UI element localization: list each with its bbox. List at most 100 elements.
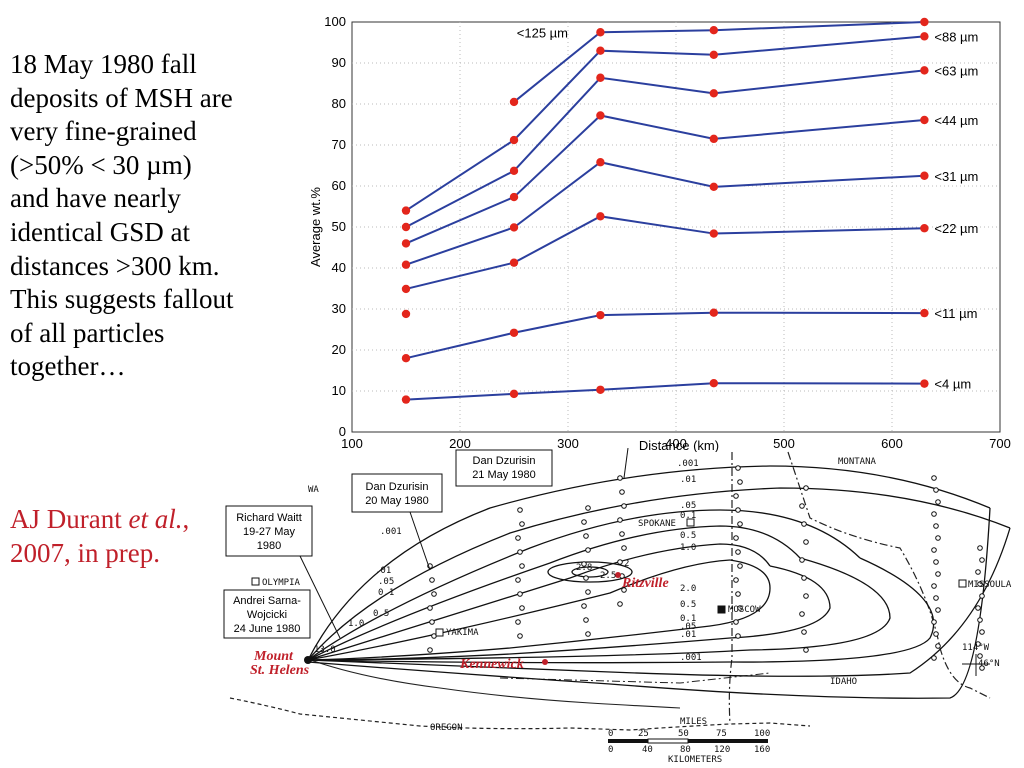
- point-11m-0: [401, 354, 411, 363]
- sample-site: [621, 545, 627, 551]
- svg-text:21 May 1980: 21 May 1980: [472, 469, 536, 481]
- sample-site: [935, 535, 941, 541]
- sample-site: [431, 591, 437, 597]
- sample-site: [617, 601, 623, 607]
- point-44m-4: [920, 115, 929, 125]
- city-mount: Mount: [253, 649, 294, 664]
- contour-east-0-1: 0.1: [680, 511, 696, 521]
- sample-site: [931, 619, 937, 625]
- point-31m-4: [920, 171, 929, 180]
- citation-et-al: et al.: [128, 504, 183, 534]
- sample-site: [519, 563, 525, 569]
- sample-site: [583, 533, 589, 539]
- city-spokane: SPOKANE: [638, 519, 676, 529]
- contour-east-001b: .001: [680, 653, 702, 663]
- contour-1-0-east: [307, 559, 771, 661]
- y-tick-0: 0: [339, 424, 346, 439]
- sample-site: [515, 619, 521, 625]
- point-4m-0: [401, 395, 411, 404]
- contour-label-2: 2: [624, 559, 629, 569]
- sample-site: [515, 535, 521, 541]
- citation-authors: AJ Durant: [10, 504, 129, 534]
- callout-waitt: Richard Waitt 19-27 May 1980: [225, 505, 341, 639]
- x-tick-600: 600: [881, 436, 903, 451]
- series-label-44m: <44 µm: [934, 113, 978, 128]
- point-63m-0: [401, 222, 411, 232]
- grain-size-chart: 100 200 300 400 500 600 700 0 10 20 30 40 50 60 70 80 90…: [308, 14, 1011, 452]
- sample-site: [517, 549, 523, 555]
- x-tick-700: 700: [989, 436, 1011, 451]
- contour-label-0-5: 0.5: [373, 609, 389, 619]
- contour-05-east: [307, 557, 935, 664]
- x-tick-200: 200: [449, 436, 471, 451]
- sample-site: [977, 545, 983, 551]
- sample-site: [935, 643, 941, 649]
- city-ritzville: Ritzville: [621, 576, 669, 591]
- point-11m-3: [709, 308, 718, 317]
- sample-site: [737, 479, 743, 485]
- sample-site: [977, 617, 983, 623]
- sample-site: [617, 475, 623, 481]
- contour-east-01: .01: [680, 475, 696, 485]
- svg-text:20 May 1980: 20 May 1980: [365, 495, 429, 507]
- series-lines: [401, 17, 929, 404]
- sample-site: [581, 603, 587, 609]
- tick-labels: 100 200 300 400 500 600 700 0 10 20 30 40 50 60 70 80 90…: [324, 14, 1011, 451]
- sample-site: [975, 641, 981, 647]
- sample-site: [583, 617, 589, 623]
- sample-site: [933, 559, 939, 565]
- contour-east-2-0: 2.0: [680, 584, 696, 594]
- contour-label-2-8: 2.8: [576, 563, 592, 573]
- point-125m-1: [596, 28, 605, 37]
- state-idaho: IDAHO: [830, 677, 857, 687]
- svg-text:Dan Dzurisin: Dan Dzurisin: [473, 455, 536, 467]
- city-yakima: YAKIMA: [446, 628, 479, 638]
- series-label-63m: <63 µm: [934, 63, 978, 78]
- contour-label-001: .001: [380, 527, 402, 537]
- sample-site: [935, 571, 941, 577]
- point-125m-3: [920, 17, 929, 27]
- sample-site: [429, 577, 435, 583]
- point-22m-4: [920, 224, 929, 233]
- point-44m-3: [709, 134, 718, 144]
- scale-km-label: KILOMETERS: [668, 755, 722, 765]
- sample-site: [803, 485, 809, 491]
- contour-0-5-east: [307, 565, 831, 661]
- olympia-marker: [251, 577, 260, 586]
- series-label-125m: <125 µm: [517, 25, 568, 40]
- ritzville-marker: [615, 572, 621, 578]
- point-44m-1: [509, 192, 519, 202]
- sample-site: [619, 531, 625, 537]
- sample-site: [801, 629, 807, 635]
- contour-east-05b: .05: [680, 622, 696, 632]
- series-label-22m: <22 µm: [934, 221, 978, 236]
- point-11m-1: [509, 328, 519, 337]
- sample-site: [931, 547, 937, 553]
- point-22m-0: [401, 284, 411, 294]
- state-oregon: OREGON: [430, 723, 463, 733]
- contour-label-13-0: 13.0: [314, 645, 336, 655]
- sample-site: [617, 517, 623, 523]
- sample-site: [585, 505, 591, 511]
- point-11m-2: [596, 310, 605, 320]
- point-4m-2: [596, 385, 605, 394]
- sample-site: [621, 587, 627, 593]
- sample-site: [733, 493, 739, 499]
- sample-site: [977, 581, 983, 587]
- coastline: [229, 697, 811, 731]
- coord-114w: 114°W: [962, 643, 990, 653]
- sample-site: [581, 561, 587, 567]
- sample-site: [977, 653, 983, 659]
- point-63m-4: [920, 66, 929, 75]
- point-44m-0: [401, 239, 411, 248]
- columbia-river: [304, 657, 681, 709]
- sample-site: [803, 539, 809, 545]
- contour-1-0: [307, 559, 731, 661]
- citation: AJ Durant et al., 2007, in prep.: [10, 502, 270, 570]
- contour-label-0-1: 0.1: [378, 588, 394, 598]
- contour-east-0-5b: 0.5: [680, 600, 696, 610]
- y-tick-70: 70: [332, 137, 346, 152]
- sample-site: [519, 605, 525, 611]
- y-tick-80: 80: [332, 96, 346, 111]
- kennewick-marker: [542, 659, 548, 665]
